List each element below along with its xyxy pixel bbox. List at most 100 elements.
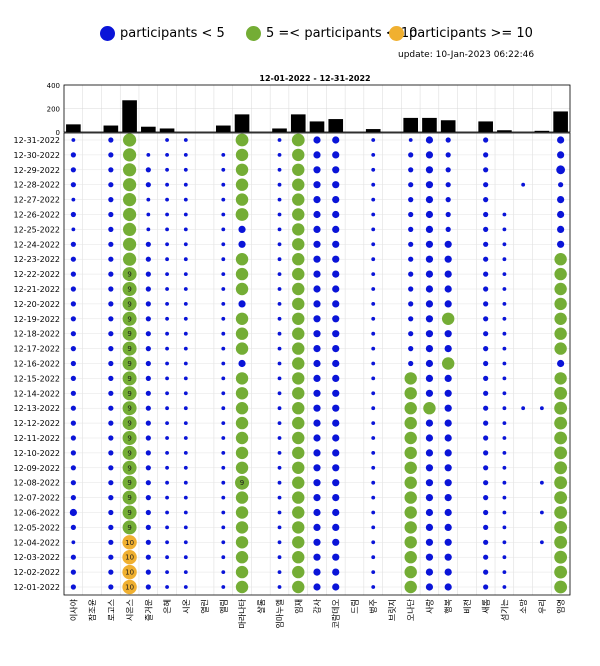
participation-dot [221, 451, 226, 455]
participation-dot [221, 421, 226, 425]
participation-dot [445, 152, 451, 158]
participation-dot [145, 390, 151, 396]
participation-dot [221, 510, 226, 515]
participation-dot [554, 253, 567, 266]
participation-dot [165, 212, 169, 217]
participation-dot [502, 316, 507, 321]
date-label: 12-27-2022 [14, 196, 61, 205]
participation-dot [444, 270, 452, 278]
participation-dot [277, 510, 282, 515]
participation-dot [404, 536, 417, 549]
date-label: 12-17-2022 [14, 345, 61, 354]
participation-dot [108, 569, 114, 575]
participation-dot [145, 554, 151, 560]
participation-dot [108, 331, 114, 337]
participation-dot [371, 167, 376, 172]
participation-dot [277, 272, 282, 276]
participation-dot [483, 539, 489, 545]
participation-dot [554, 476, 568, 490]
category-label: 열린 [200, 599, 210, 614]
category-label: 샬롬 [256, 599, 266, 614]
participation-dot [70, 211, 76, 218]
participation-dot [292, 372, 305, 385]
dot-count-label: 10 [125, 539, 134, 547]
participation-dot [70, 554, 76, 560]
participation-dot [502, 465, 507, 470]
participation-dot [277, 436, 282, 440]
participation-dot [483, 211, 489, 218]
participation-dot [122, 311, 137, 326]
participation-dot [183, 182, 188, 187]
date-label: 12-11-2022 [14, 434, 61, 443]
participation-dot [404, 565, 417, 579]
participation-dot [444, 568, 452, 576]
dot-count-label: 9 [127, 286, 131, 294]
participation-dot [332, 151, 340, 159]
participation-dot [404, 461, 417, 474]
date-label: 12-10-2022 [14, 449, 61, 458]
participation-dot [371, 272, 376, 276]
participation-dot [235, 163, 249, 176]
participation-dot [235, 342, 249, 355]
participation-dot [183, 376, 188, 381]
participation-dot [444, 553, 452, 561]
participation-dot [425, 449, 434, 457]
participation-dot [425, 508, 434, 517]
participation-dot [313, 419, 321, 427]
participation-dot [221, 361, 226, 366]
participation-dot [277, 212, 282, 217]
dot-count-label: 9 [240, 479, 244, 487]
dot-matrix: 9 9 9 9 9 9 9 9 9 9 9 9 9 9 9 9 9 9 9 10 10 10 10 [69, 133, 568, 595]
participation-dot [332, 434, 340, 442]
participation-dot [332, 464, 340, 472]
date-label: 12-21-2022 [14, 285, 61, 294]
participation-dot [332, 196, 340, 204]
participation-dot [183, 585, 188, 589]
participation-dot [108, 584, 114, 590]
participation-dot [371, 361, 376, 366]
date-label: 12-13-2022 [14, 404, 61, 413]
participation-dot [145, 331, 151, 337]
participation-dot [122, 371, 137, 386]
participation-dot [445, 211, 451, 218]
participation-dot [108, 405, 114, 411]
participation-dot [502, 257, 507, 262]
participation-dot [292, 536, 305, 549]
participation-dot [554, 342, 567, 355]
bar-y-tick-label: 400 [47, 82, 60, 90]
participation-dot [404, 431, 417, 445]
dot-count-label: 10 [125, 554, 134, 562]
category-label: 새롬 [482, 599, 491, 614]
participation-dot [444, 345, 452, 353]
participation-dot [554, 416, 568, 430]
participation-dot [425, 419, 434, 427]
participation-dot [444, 255, 452, 263]
bar [497, 130, 512, 132]
legend-item-10-plus: participants >= 10 [389, 22, 533, 44]
participation-dot [277, 525, 282, 530]
dot-count-label: 9 [127, 494, 131, 502]
participation-dot [332, 210, 340, 219]
participation-dot [277, 227, 282, 232]
participation-dot [221, 153, 226, 157]
participation-dot [108, 197, 114, 203]
category-label: 엘림 [218, 599, 228, 614]
participation-dot [108, 360, 114, 367]
participation-dot [502, 421, 507, 425]
participation-dot [371, 227, 376, 232]
participation-dot [554, 267, 567, 281]
participation-dot [554, 312, 567, 325]
participation-dot [408, 286, 414, 292]
participation-dot [557, 210, 565, 219]
participation-dot [425, 225, 434, 233]
participation-dot [235, 193, 249, 206]
participation-dot [70, 152, 76, 158]
participation-dot [313, 553, 321, 561]
participation-dot [235, 387, 249, 400]
dot-count-label: 9 [127, 375, 131, 383]
participation-dot [71, 197, 76, 202]
category-label: 임마누엘 [275, 599, 285, 628]
participation-dot [165, 451, 169, 455]
participation-dot [145, 301, 151, 307]
